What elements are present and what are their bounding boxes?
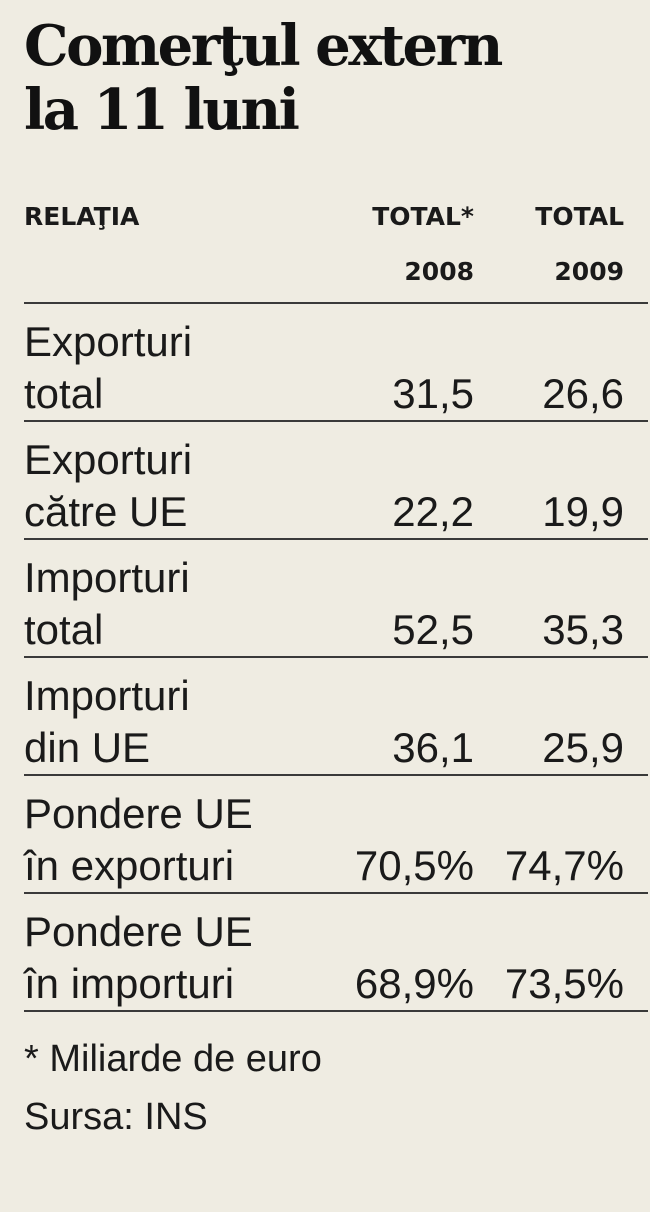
table-body: Exporturi total 31,5 26,6 Exporturi cătr…: [24, 302, 648, 1012]
row-label-line-2: în importuri: [24, 960, 235, 1007]
table-row: Pondere UE în exporturi 70,5% 74,7%: [24, 774, 648, 892]
table-row: Exporturi total 31,5 26,6: [24, 302, 648, 420]
value-2009: 26,6: [542, 370, 624, 417]
table-row: Importuri din UE 36,1 25,9: [24, 656, 648, 774]
header-2008-line-2: 2008: [404, 257, 474, 286]
value-2008: 31,5: [392, 370, 474, 417]
value-2008: 52,5: [392, 606, 474, 653]
title-line-1: Comerţul extern: [24, 13, 503, 79]
table-row: Importuri total 52,5 35,3: [24, 538, 648, 656]
header-2009-line-2: 2009: [554, 257, 624, 286]
value-2008: 36,1: [392, 724, 474, 771]
table-row: Pondere UE în importuri 68,9% 73,5%: [24, 892, 648, 1012]
table-header: RELAŢIA TOTAL* 2008 TOTAL 2009: [24, 190, 624, 302]
row-label-line-2: către UE: [24, 488, 188, 535]
row-label-line-1: Importuri: [24, 554, 190, 601]
table-row: Exporturi către UE 22,2 19,9: [24, 420, 648, 538]
row-label-line-2: în exporturi: [24, 842, 235, 889]
row-label-line-1: Exporturi: [24, 318, 193, 365]
page-title: Comerţul extern la 11 luni: [24, 13, 503, 143]
source-note: Sursa: INS: [24, 1096, 208, 1138]
value-2009: 19,9: [542, 488, 624, 535]
row-label-line-2: din UE: [24, 724, 151, 771]
value-2009: 35,3: [542, 606, 624, 653]
footnotes: * Miliarde de euro Sursa: INS: [24, 1036, 322, 1140]
value-2008: 68,9%: [354, 960, 474, 1007]
row-label-line-1: Pondere UE: [24, 908, 253, 955]
row-label-line-1: Importuri: [24, 672, 190, 719]
value-2009: 25,9: [542, 724, 624, 771]
row-label-line-2: total: [24, 606, 104, 653]
header-2009-line-1: TOTAL: [535, 202, 624, 231]
value-2008: 70,5%: [354, 842, 474, 889]
value-2009: 73,5%: [504, 960, 624, 1007]
header-relatia: RELAŢIA: [24, 202, 140, 231]
header-2008-line-1: TOTAL*: [372, 202, 474, 231]
row-label-line-1: Pondere UE: [24, 790, 253, 837]
value-2008: 22,2: [392, 488, 474, 535]
value-2009: 74,7%: [504, 842, 624, 889]
row-label-line-2: total: [24, 370, 104, 417]
footnote-unit: * Miliarde de euro: [24, 1038, 322, 1080]
title-line-2: la 11 luni: [24, 77, 300, 143]
row-label-line-1: Exporturi: [24, 436, 193, 483]
